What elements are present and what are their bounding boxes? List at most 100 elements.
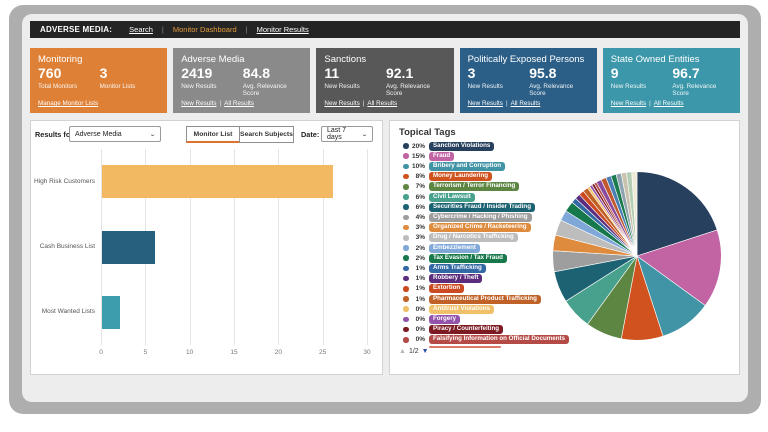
top-navigation-bar: ADVERSE MEDIA: Search | Monitor Dashboar… (30, 21, 740, 38)
legend-item[interactable]: 0% Forgery (390, 314, 690, 324)
topical-tag-pill[interactable]: Cybercrime / Hacking / Phishing (429, 212, 532, 222)
topical-tag-pill[interactable]: Terrorism / Terror Financing (429, 182, 520, 192)
manage-monitor-lists-link[interactable]: Manage Monitor Lists (38, 100, 99, 107)
pie-slice[interactable] (636, 171, 718, 257)
legend-item[interactable]: 3% Organized Crime / Racketeering (390, 223, 690, 233)
card-sanctions: Sanctions 11 New Results 92.1 Avg. Relev… (316, 48, 454, 113)
topical-tag-pill[interactable]: Securities Fraud / Insider Trading (429, 202, 535, 212)
legend-percent: 2% (415, 254, 425, 262)
legend-percent: 0% (415, 305, 425, 313)
legend-percent: 1% (415, 295, 425, 303)
topical-tag-pill[interactable]: Drug / Narcotics Trafficking (429, 233, 518, 243)
legend-item[interactable]: 2% Tax Evasion / Tax Fraud (390, 253, 690, 263)
legend-item[interactable]: 6% Securities Fraud / Insider Trading (390, 202, 690, 212)
x-tick-label: 5 (143, 349, 148, 356)
pie-slice[interactable] (636, 229, 722, 306)
pager-down-icon[interactable]: ▼ (421, 348, 429, 355)
legend-item[interactable]: 1% Pharmaceutical Product Trafficking (390, 294, 690, 304)
results-panel: Results for: Adverse Media ⌄ Monitor Lis… (30, 120, 383, 375)
all-results-link[interactable]: All Results (224, 100, 254, 107)
results-controls: Results for: Adverse Media ⌄ Monitor Lis… (31, 125, 382, 143)
results-for-select[interactable]: Adverse Media ⌄ (69, 126, 161, 142)
x-gridline (189, 149, 191, 345)
legend-color-dot (403, 265, 409, 272)
topical-tag-pill[interactable]: Falsifying Information on Official Docum… (429, 335, 570, 345)
legend-item[interactable]: 20% Sanction Violations (390, 141, 690, 151)
legend-item[interactable]: 10% Bribery and Corruption (390, 161, 690, 171)
legend-item[interactable]: 8% Money Laundering (390, 172, 690, 182)
legend-color-dot (403, 204, 409, 210)
date-range-select[interactable]: Last 7 days ⌄ (321, 126, 373, 142)
all-results-link[interactable]: All Results (367, 100, 398, 107)
legend-percent: 0% (415, 326, 425, 334)
pie-slice[interactable] (631, 171, 638, 257)
legend-color-dot (403, 326, 409, 333)
bar-2[interactable] (102, 230, 156, 264)
new-results-link[interactable]: New Results (610, 100, 647, 107)
legend-item[interactable]: 2% Embezzlement (390, 243, 690, 253)
legend-pager: ▲ 1/2 ▼ (399, 348, 429, 355)
stat-value: 9 (610, 65, 619, 81)
legend-item[interactable]: 1% Robbery / Theft (390, 274, 690, 284)
topical-tag-pill[interactable]: Sanction Violations (429, 141, 495, 151)
legend-item[interactable]: 0% Falsifying Information on Official Doc… (390, 335, 690, 345)
legend-item[interactable]: 0% Antitrust Violations (390, 304, 690, 314)
all-results-link[interactable]: All Results (510, 100, 541, 107)
legend-color-dot (403, 275, 409, 282)
bar-category-label: Most Wanted Lists (41, 308, 95, 316)
topical-tag-pill[interactable]: Forgery (429, 314, 461, 324)
legend-item[interactable]: 4% Cybercrime / Hacking / Phishing (390, 212, 690, 222)
link-separator: | (362, 100, 365, 107)
new-results-link[interactable]: New Results (324, 100, 360, 107)
legend-color-dot (403, 235, 409, 241)
stat-label: Monitor Lists (99, 83, 136, 90)
legend-percent: 4% (415, 213, 425, 221)
chevron-down-icon: ⌄ (148, 131, 157, 138)
legend-item[interactable]: 3% Drug / Narcotics Trafficking (390, 233, 690, 243)
legend-percent: 10% (411, 162, 425, 170)
topical-tag-pill[interactable]: Fraud (429, 151, 455, 161)
topical-tag-pill[interactable]: Arms Trafficking (429, 263, 486, 273)
topical-tag-pill[interactable]: Tax Evasion / Tax Fraud (429, 253, 507, 263)
new-results-link[interactable]: New Results (467, 100, 503, 107)
legend-item[interactable]: 6% Civil Lawsuit (390, 192, 690, 202)
topical-tag-pill[interactable]: Money Laundering (429, 172, 493, 182)
x-gridline (322, 149, 324, 345)
all-results-link[interactable]: All Results (653, 100, 684, 107)
legend-item[interactable]: 1% Extortion (390, 284, 690, 294)
legend-item[interactable]: 0% Piracy / Counterfeiting (390, 325, 690, 335)
legend-color-dot (403, 286, 409, 292)
legend-item[interactable]: 1% Arms Trafficking (390, 263, 690, 273)
bar-3[interactable] (102, 295, 120, 329)
topical-tags-title: Topical Tags (399, 127, 456, 138)
legend-percent: 7% (415, 183, 425, 191)
topical-tag-pill[interactable]: Organized Crime / Racketeering (429, 223, 531, 233)
stat-label: Avg. Relevance Score (529, 83, 574, 97)
topical-tag-pill[interactable]: Pharmaceutical Product Trafficking (429, 294, 541, 304)
bar-category-label: Cash Business List (39, 243, 95, 250)
new-results-link[interactable]: New Results (181, 100, 217, 107)
monitor-list-button[interactable]: Monitor List (186, 126, 240, 143)
nav-link-monitor-dashboard[interactable]: Monitor Dashboard (172, 25, 237, 34)
bar-1[interactable] (102, 165, 333, 199)
pager-up-icon[interactable]: ▲ (399, 348, 406, 355)
topical-tag-pill[interactable]: Extortion (429, 284, 465, 294)
legend-percent: 15% (411, 152, 425, 160)
card-politically-exposed-persons: Politically Exposed Persons 3 New Result… (459, 48, 597, 113)
legend-item[interactable]: 15% Fraud (390, 151, 690, 161)
topical-tag-pill[interactable]: Robbery / Theft (429, 274, 483, 284)
topical-tag-pill[interactable]: Civil Lawsuit (429, 192, 475, 202)
search-subjects-button[interactable]: Search Subjects (239, 126, 294, 143)
topical-tag-pill[interactable]: Embezzlement (429, 243, 480, 253)
nav-separator: | (245, 25, 248, 34)
card-title: Sanctions (324, 54, 367, 65)
topical-tag-pill[interactable]: Bribery and Corruption (429, 161, 506, 171)
stat-label: Avg. Relevance Score (672, 83, 717, 97)
topical-tag-pill[interactable]: Piracy / Counterfeiting (429, 325, 504, 335)
legend-item[interactable]: 7% Terrorism / Terror Financing (390, 182, 690, 192)
nav-link-monitor-results[interactable]: Monitor Results (256, 25, 309, 34)
nav-link-search[interactable]: Search (129, 25, 153, 34)
x-tick-label: 15 (230, 349, 238, 356)
legend-percent: 2% (415, 244, 425, 252)
topical-tag-pill[interactable]: Antitrust Violations (429, 304, 494, 314)
